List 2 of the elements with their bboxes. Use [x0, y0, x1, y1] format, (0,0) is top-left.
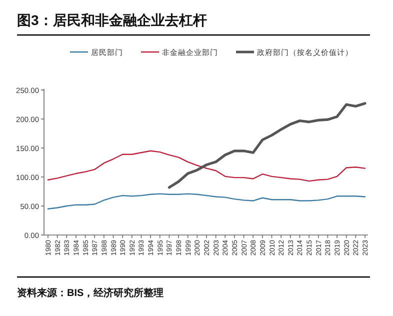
chart-title: 图3：居民和非金融企业去杠杆 — [17, 12, 207, 28]
text: 资料来源：BIS，经济研究所整理 — [17, 287, 164, 299]
